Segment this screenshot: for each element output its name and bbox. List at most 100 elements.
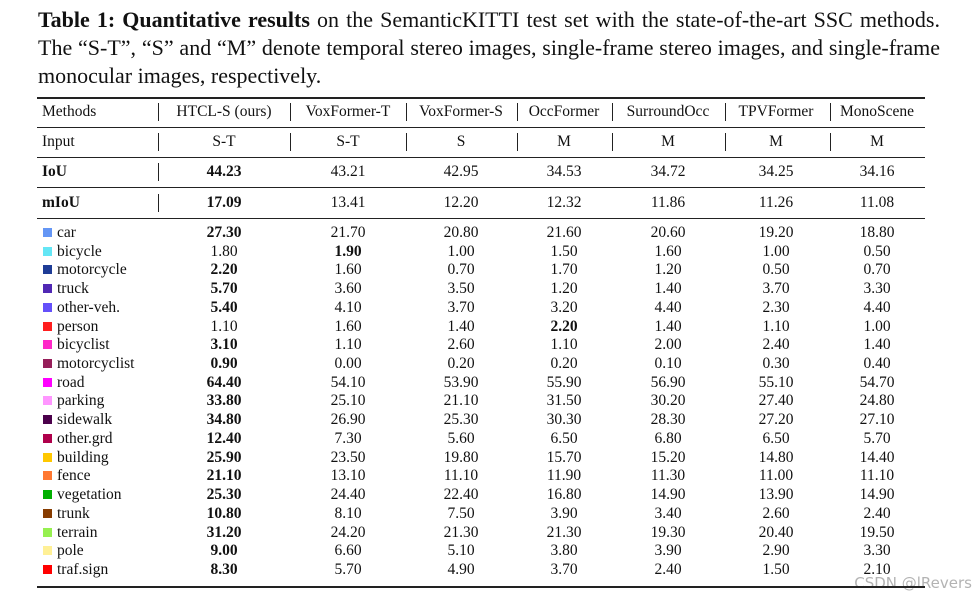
class-swatch xyxy=(43,302,52,312)
class-swatch xyxy=(43,359,52,369)
header-cell: OccFormer xyxy=(528,103,600,120)
class-cell: 6.50 xyxy=(762,429,790,447)
class-cell: 1.10 xyxy=(210,317,238,335)
input-cell: S-T xyxy=(212,133,236,150)
class-cell: 7.50 xyxy=(447,504,475,522)
input-cell: M xyxy=(661,133,675,150)
class-cell: 0.00 xyxy=(334,355,362,373)
class-label: road xyxy=(57,373,85,391)
class-cell: 1.10 xyxy=(762,317,790,335)
class-cell: 21.70 xyxy=(330,224,366,241)
header-cell: Methods xyxy=(42,103,97,120)
class-cell: 14.90 xyxy=(650,486,686,504)
class-swatch xyxy=(43,321,52,331)
class-swatch xyxy=(43,415,52,425)
class-cell: 7.30 xyxy=(334,429,362,447)
class-cell: 4.40 xyxy=(654,298,682,316)
header-cell: HTCL-S (ours) xyxy=(176,103,272,120)
column-separator xyxy=(612,133,613,151)
header-cell: VoxFormer-T xyxy=(305,103,391,120)
column-separator xyxy=(830,103,831,121)
class-label: person xyxy=(57,317,99,335)
class-cell: 6.60 xyxy=(334,542,362,560)
class-swatch xyxy=(43,265,52,275)
column-separator xyxy=(406,103,407,121)
class-cell: 10.80 xyxy=(206,504,242,522)
class-cell: 11.30 xyxy=(650,467,686,485)
class-cell: 24.20 xyxy=(330,523,366,541)
class-cell: 34.80 xyxy=(206,411,242,429)
class-cell: 0.70 xyxy=(447,261,475,279)
class-swatch xyxy=(43,527,52,537)
class-cell: 33.80 xyxy=(206,392,242,410)
class-cell: 18.80 xyxy=(859,224,895,241)
metric-cell: 34.72 xyxy=(650,163,686,180)
column-separator xyxy=(406,133,407,151)
class-cell: 1.70 xyxy=(550,261,578,279)
table-rule xyxy=(37,218,925,219)
class-label: bicycle xyxy=(57,242,102,260)
class-cell: 1.00 xyxy=(863,317,891,335)
class-cell: 25.10 xyxy=(330,392,366,410)
class-cell: 1.40 xyxy=(654,317,682,335)
class-cell: 0.50 xyxy=(762,261,790,279)
metric-cell: 42.95 xyxy=(443,163,479,180)
class-cell: 21.10 xyxy=(206,467,242,485)
class-label: parking xyxy=(57,392,105,410)
class-cell: 1.00 xyxy=(762,242,790,260)
class-label: car xyxy=(57,224,76,241)
class-label: bicyclist xyxy=(57,336,110,354)
class-cell: 11.00 xyxy=(758,467,794,485)
class-cell: 2.10 xyxy=(863,560,891,578)
column-separator xyxy=(612,103,613,121)
class-cell: 5.70 xyxy=(863,429,891,447)
class-cell: 31.50 xyxy=(546,392,582,410)
class-label: other-veh. xyxy=(57,298,120,316)
class-cell: 3.10 xyxy=(210,336,238,354)
class-swatch xyxy=(43,452,52,462)
class-cell: 1.40 xyxy=(654,280,682,298)
class-cell: 2.40 xyxy=(863,504,891,522)
column-separator xyxy=(158,103,159,121)
class-cell: 4.40 xyxy=(863,298,891,316)
class-swatch xyxy=(43,284,52,294)
class-cell: 2.60 xyxy=(447,336,475,354)
class-cell: 4.90 xyxy=(447,560,475,578)
input-cell: S xyxy=(456,133,466,150)
class-cell: 1.60 xyxy=(334,261,362,279)
class-swatch xyxy=(43,228,52,237)
class-cell: 5.10 xyxy=(447,542,475,560)
class-cell: 13.10 xyxy=(330,467,366,485)
class-cell: 19.50 xyxy=(859,523,895,541)
class-cell: 20.40 xyxy=(758,523,794,541)
class-label: traf.sign xyxy=(57,560,109,578)
class-cell: 0.30 xyxy=(762,355,790,373)
class-cell: 1.50 xyxy=(550,242,578,260)
header-cell: VoxFormer-S xyxy=(419,103,503,120)
class-cell: 3.30 xyxy=(863,280,891,298)
column-separator xyxy=(158,163,159,181)
class-swatch xyxy=(43,546,52,556)
class-cell: 1.20 xyxy=(654,261,682,279)
class-cell: 13.90 xyxy=(758,486,794,504)
class-label: motorcycle xyxy=(57,261,127,279)
class-cell: 2.30 xyxy=(762,298,790,316)
class-cell: 0.40 xyxy=(863,355,891,373)
metric-cell: 13.41 xyxy=(330,194,366,211)
class-cell: 0.50 xyxy=(863,242,891,260)
class-cell: 3.90 xyxy=(654,542,682,560)
class-cell: 9.00 xyxy=(210,542,238,560)
class-label: vegetation xyxy=(57,486,122,504)
class-cell: 14.80 xyxy=(758,448,794,466)
class-cell: 1.10 xyxy=(550,336,578,354)
class-cell: 3.70 xyxy=(762,280,790,298)
metric-cell: 43.21 xyxy=(330,163,366,180)
class-cell: 20.60 xyxy=(650,224,686,241)
class-cell: 2.20 xyxy=(550,317,578,335)
class-cell: 31.20 xyxy=(206,523,242,541)
metric-cell: 11.86 xyxy=(650,194,686,211)
class-cell: 8.30 xyxy=(210,560,238,578)
column-separator xyxy=(290,133,291,151)
class-cell: 25.30 xyxy=(443,411,479,429)
class-cell: 27.20 xyxy=(758,411,794,429)
